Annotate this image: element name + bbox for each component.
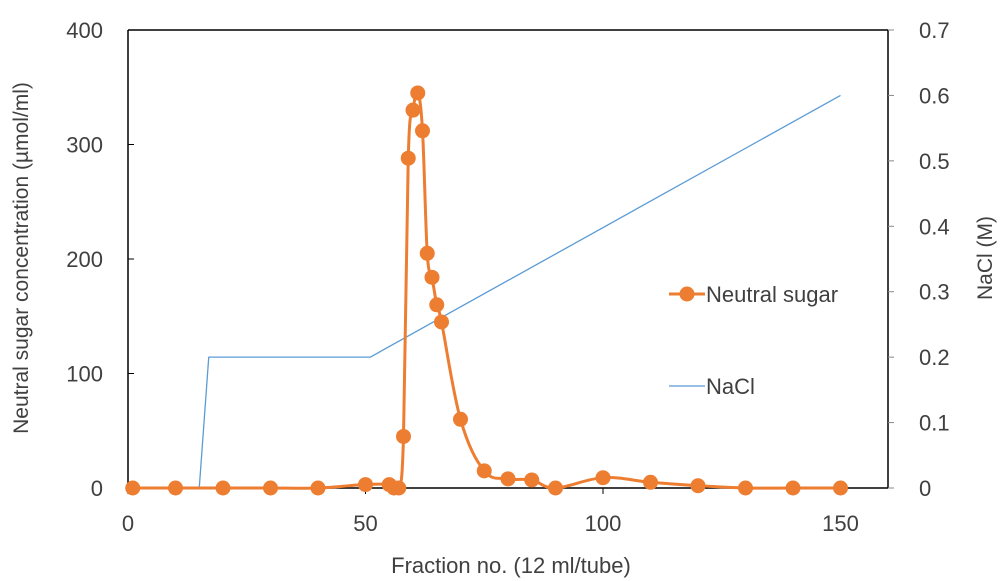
y-tick-label-left: 300 (66, 133, 103, 158)
data-point-neutral-sugar (263, 480, 278, 496)
data-point-neutral-sugar (419, 245, 435, 261)
data-point-neutral-sugar (168, 480, 183, 496)
x-tick-label: 50 (353, 511, 377, 536)
y-tick-label-right: 0 (919, 476, 931, 501)
data-point-neutral-sugar (595, 470, 611, 486)
x-tick-label: 0 (122, 511, 134, 536)
data-point-neutral-sugar (429, 297, 445, 313)
data-point-neutral-sugar (405, 102, 421, 118)
data-point-neutral-sugar (310, 480, 326, 496)
y-tick-label-right: 0.7 (919, 18, 950, 43)
data-point-neutral-sugar (833, 480, 848, 496)
x-axis-label: Fraction no. (12 ml/tube) (391, 553, 631, 578)
data-point-neutral-sugar (453, 411, 468, 427)
y-tick-label-right: 0.6 (919, 83, 950, 108)
y-axis-left: 0 100 200 300 400 (66, 18, 134, 501)
data-point-neutral-sugar (358, 477, 373, 493)
y-tick-label-right: 0.2 (919, 345, 950, 370)
x-tick-label: 150 (822, 511, 859, 536)
data-point-neutral-sugar (738, 480, 753, 496)
plot-area (127, 29, 889, 489)
series-layer (125, 85, 848, 496)
y-tick-label-right: 0.1 (919, 411, 950, 436)
data-point-neutral-sugar (500, 471, 516, 487)
legend-label-neutral-sugar: Neutral sugar (706, 282, 838, 307)
data-point-neutral-sugar (476, 463, 492, 479)
data-point-neutral-sugar (643, 474, 658, 490)
y-tick-label-left: 100 (66, 362, 103, 387)
data-point-neutral-sugar (391, 480, 407, 496)
y-axis-label-left: Neutral sugar concentration (µmol/ml) (10, 82, 33, 434)
data-point-neutral-sugar (690, 478, 706, 494)
y-tick-label-left: 0 (91, 476, 103, 501)
data-point-neutral-sugar (125, 480, 141, 496)
data-point-neutral-sugar (434, 314, 449, 330)
legend-marker-neutral-sugar (679, 286, 695, 302)
y-tick-label-right: 0.4 (919, 214, 950, 239)
y-tick-label-left: 400 (66, 18, 103, 43)
data-point-neutral-sugar (785, 480, 801, 496)
y-axis-right: 0 0.1 0.2 0.3 0.4 0.5 0.6 0.7 (888, 18, 950, 501)
x-tick-label: 100 (585, 511, 622, 536)
data-point-neutral-sugar (410, 85, 426, 101)
data-point-neutral-sugar (415, 123, 430, 139)
x-axis: 0 50 100 150 (122, 488, 859, 536)
y-tick-label-left: 200 (66, 247, 103, 272)
data-point-neutral-sugar (524, 472, 540, 488)
legend: Neutral sugar NaCl (669, 282, 838, 399)
data-point-neutral-sugar (396, 428, 411, 444)
y-axis-label-right: NaCl (M) (974, 216, 997, 300)
data-point-neutral-sugar (215, 480, 231, 496)
data-point-neutral-sugar (424, 269, 440, 285)
y-tick-label-right: 0.3 (919, 280, 950, 305)
data-point-neutral-sugar (400, 150, 416, 166)
y-tick-label-right: 0.5 (919, 149, 950, 174)
legend-label-nacl: NaCl (706, 374, 755, 399)
data-point-neutral-sugar (548, 480, 563, 496)
